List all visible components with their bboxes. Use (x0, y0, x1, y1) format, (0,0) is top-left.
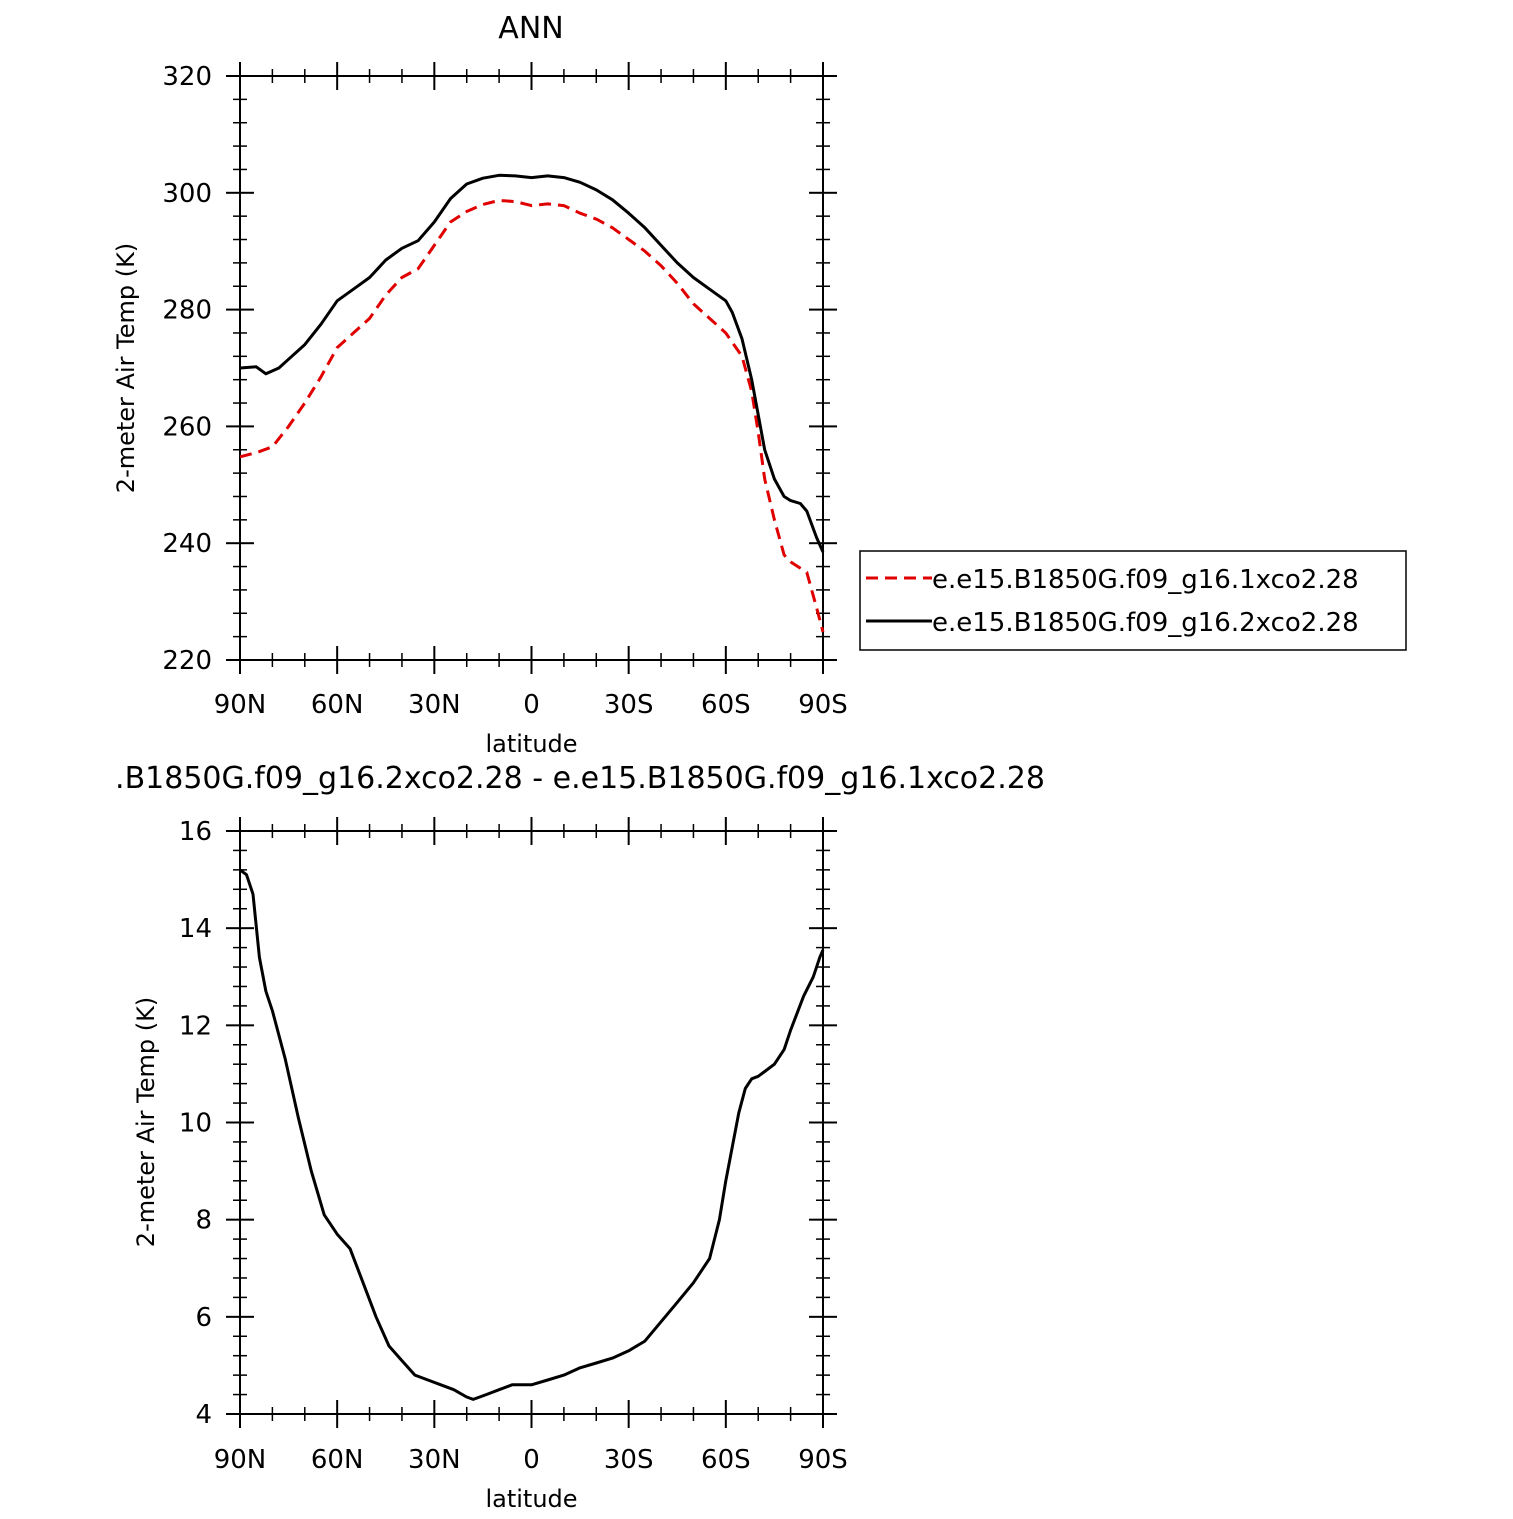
panel2-y-tick-label: 10 (179, 1109, 212, 1139)
panel2-x-tick-label: 90N (214, 1445, 267, 1475)
panel2-x-tick-label: 60S (701, 1445, 751, 1475)
panel1-series-line-1 (239, 198, 825, 633)
panel1-legend-box (859, 550, 1407, 651)
panel1-x-tick-label: 0 (523, 690, 540, 720)
panel1-y-tick-label: 260 (162, 412, 212, 442)
panel2-y-tick-label: 16 (179, 817, 212, 847)
panel1-y-tick-label: 320 (162, 62, 212, 92)
panel1-legend-label-2: e.e15.B1850G.f09_g16.2xco2.28 (932, 608, 1359, 638)
panel1-y-tick-label: 240 (162, 529, 212, 559)
panel2-y-axis-label: 2-meter Air Temp (K) (132, 997, 160, 1247)
panel1-legend-label-1: e.e15.B1850G.f09_g16.1xco2.28 (932, 565, 1359, 595)
panel1-y-axis-label: 2-meter Air Temp (K) (112, 243, 140, 493)
panel1-x-tick-label: 30S (604, 690, 654, 720)
panel1-x-tick-label: 90S (798, 690, 848, 720)
panel1-series-line-2 (239, 173, 825, 553)
panel1-x-tick-label: 60S (701, 690, 751, 720)
panel2-x-tick-label: 90S (798, 1445, 848, 1475)
panel2-chart-title: .B1850G.f09_g16.2xco2.28 - e.e15.B1850G.… (115, 761, 1045, 796)
panel2-y-tick-label: 4 (195, 1400, 212, 1430)
panel2-series-line-1 (239, 868, 825, 1401)
panel2-y-tick-label: 8 (195, 1206, 212, 1236)
panel2-x-axis-label: latitude (485, 1485, 577, 1513)
panel2-x-tick-label: 30S (604, 1445, 654, 1475)
panel1-x-tick-label: 60N (311, 690, 364, 720)
panel1-x-tick-label: 30N (408, 690, 461, 720)
panel2-y-tick-label: 12 (179, 1011, 212, 1041)
panel1-y-tick-label: 300 (162, 179, 212, 209)
panel1-y-tick-label: 220 (162, 646, 212, 676)
panel2-x-tick-label: 30N (408, 1445, 461, 1475)
panel2-y-tick-label: 14 (179, 914, 212, 944)
panel2-x-tick-label: 60N (311, 1445, 364, 1475)
panel2-y-tick-label: 6 (195, 1303, 212, 1333)
panel1-x-tick-label: 90N (214, 690, 267, 720)
panel2-x-tick-label: 0 (523, 1445, 540, 1475)
panel1-plot-frame (239, 75, 824, 661)
panel1-chart-title: ANN (498, 11, 563, 46)
panel1-x-axis-label: latitude (485, 730, 577, 758)
panel1-y-tick-label: 280 (162, 296, 212, 326)
